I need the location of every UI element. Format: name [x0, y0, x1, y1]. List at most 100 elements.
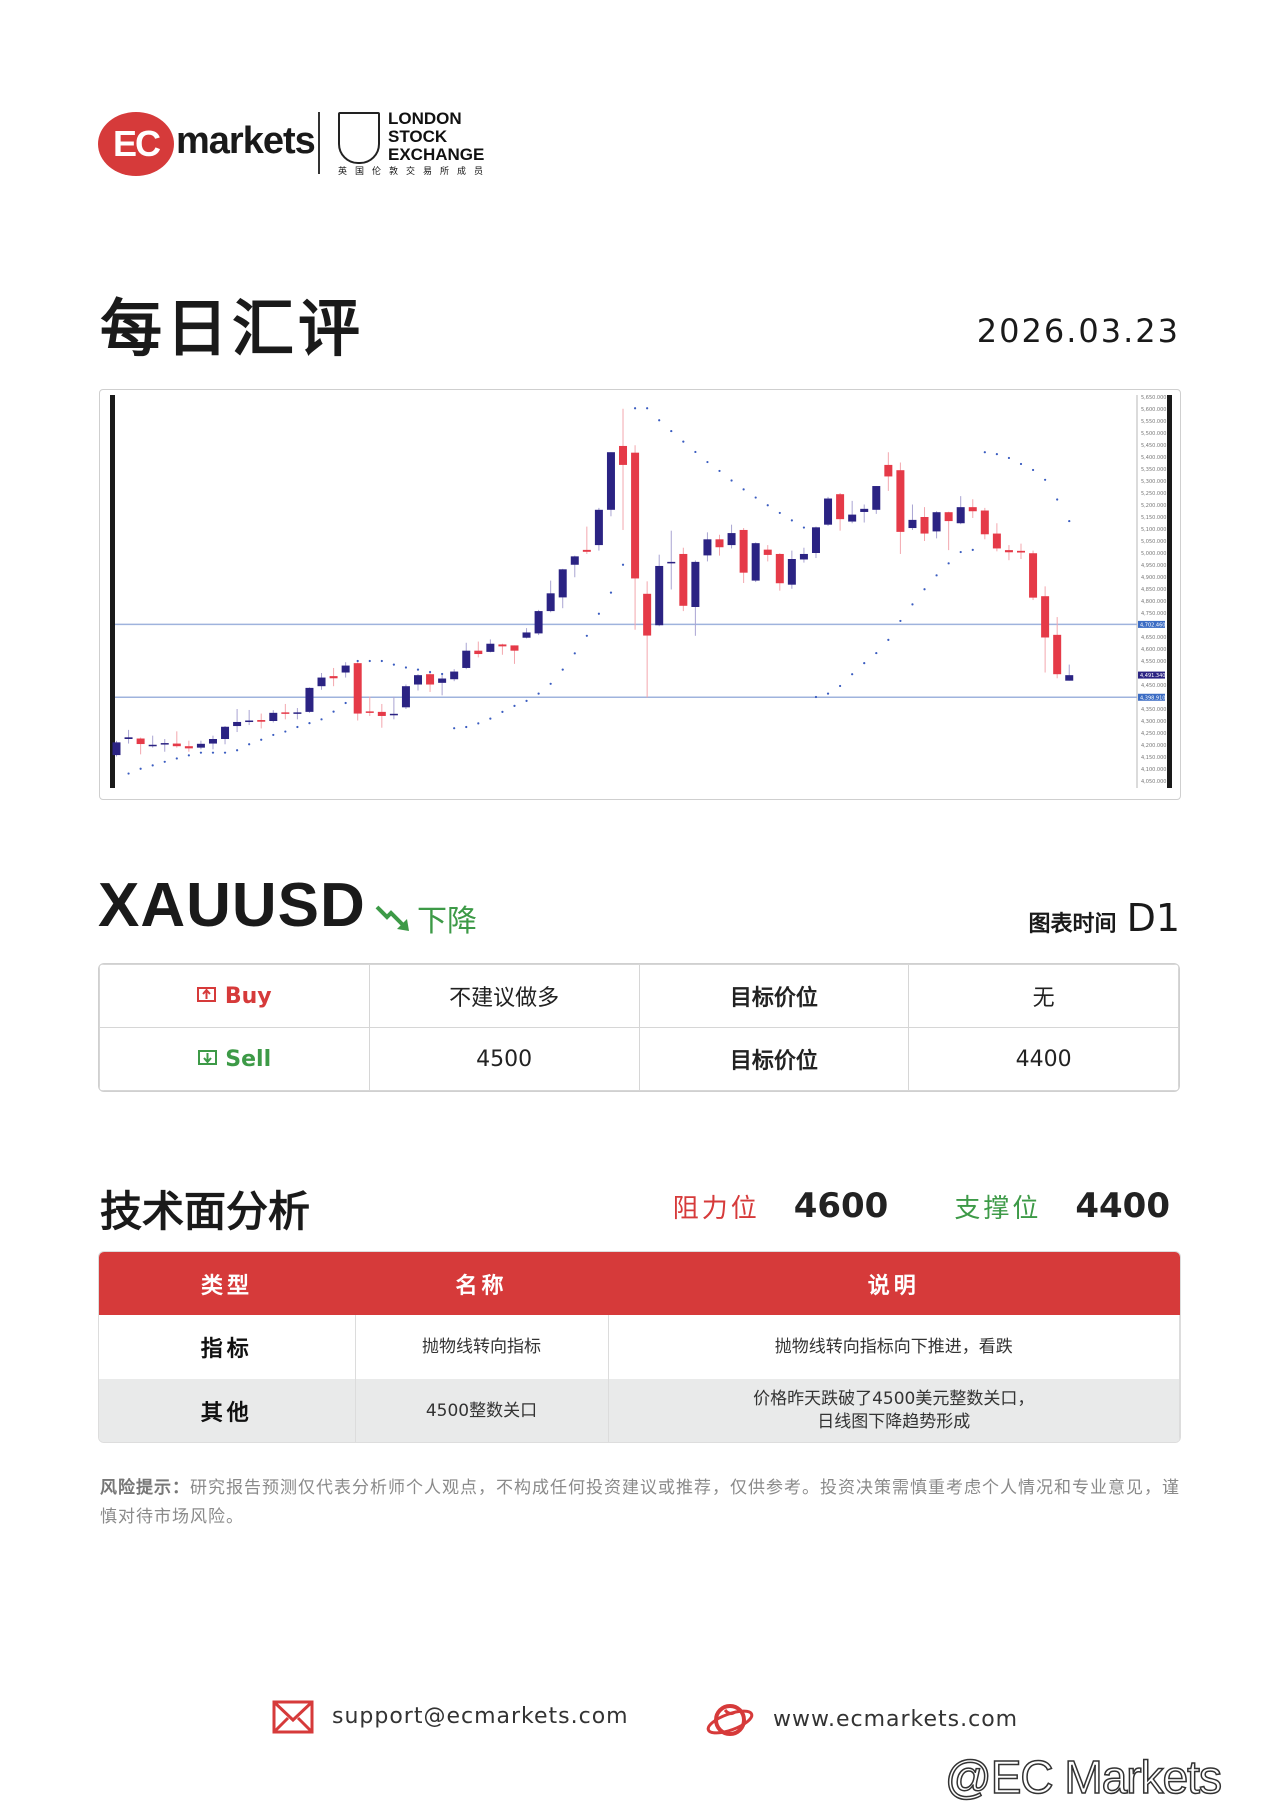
- sar-dot: [272, 733, 275, 737]
- y-tick-label: 4,050.000: [1141, 779, 1166, 785]
- sar-dot: [308, 722, 311, 725]
- lse-member-text: 英国伦敦交易所成员: [338, 167, 492, 177]
- disclaimer-label: 风险提示：: [100, 1478, 190, 1498]
- sar-dot: [416, 668, 420, 671]
- candle-up: [124, 737, 133, 739]
- candle-up: [269, 712, 278, 721]
- section-title: 技术面分析: [100, 1187, 311, 1236]
- sar-dot: [1031, 468, 1035, 472]
- y-tick-label: 5,050.000: [1141, 539, 1166, 545]
- y-tick-label: 4,900.000: [1141, 575, 1166, 581]
- y-tick-label: 5,500.000: [1141, 431, 1166, 437]
- y-tick-label: 4,650.000: [1141, 635, 1166, 641]
- sar-dot: [802, 526, 806, 529]
- candle-up: [462, 650, 471, 668]
- sar-dot: [392, 663, 395, 666]
- table-row: 其他 4500整数关口 价格昨天跌破了4500美元整数关口， 日线图下降趋势形成: [99, 1379, 1180, 1442]
- resistance-label: 阻力位: [672, 1194, 760, 1224]
- candle-up: [317, 677, 326, 687]
- y-tick-label: 5,550.000: [1141, 419, 1166, 425]
- candle-up: [1065, 675, 1074, 681]
- desc-line: 日线图下降趋势形成: [817, 1412, 971, 1432]
- level-price-label: 4,702.460: [1140, 622, 1165, 628]
- sar-dot: [670, 429, 673, 433]
- candle-up: [908, 519, 917, 529]
- sell-entry: 4500: [368, 1027, 640, 1091]
- sar-dot: [899, 619, 902, 623]
- y-tick-label: 5,000.000: [1141, 551, 1166, 557]
- candle-up: [606, 452, 615, 510]
- sar-dot: [971, 548, 974, 551]
- candle-down: [884, 464, 893, 477]
- risk-disclaimer: 风险提示：研究报告预测仅代表分析师个人观点，不构成任何投资建议或推荐，仅供参考。…: [100, 1474, 1185, 1532]
- y-tick-label: 5,250.000: [1141, 491, 1166, 497]
- sar-dot: [368, 659, 371, 663]
- desc-line: 抛物线转向指标向下推进，看跌: [774, 1336, 1013, 1357]
- column-header: 名称: [355, 1252, 608, 1315]
- candle-down: [944, 512, 953, 522]
- column-header: 类型: [99, 1252, 355, 1315]
- sar-dot: [730, 479, 733, 482]
- y-tick-label: 4,600.000: [1141, 647, 1166, 653]
- sar-dot: [284, 730, 287, 733]
- y-tick-label: 4,800.000: [1141, 599, 1166, 605]
- sell-target: 4400: [908, 1027, 1179, 1091]
- candle-up: [727, 533, 736, 546]
- candle-down: [184, 746, 193, 749]
- candle-up: [221, 726, 230, 739]
- sar-dot: [127, 772, 130, 775]
- sar-dot: [320, 718, 323, 721]
- y-tick-label: 4,850.000: [1141, 587, 1166, 593]
- candle-up: [389, 713, 398, 716]
- support-label: 支撑位: [954, 1194, 1042, 1224]
- candle-down: [896, 470, 905, 532]
- sar-dot: [1056, 498, 1059, 501]
- y-tick-label: 4,300.000: [1141, 719, 1166, 725]
- sar-dot: [380, 659, 383, 663]
- candle-up: [751, 543, 760, 581]
- candle-up: [245, 720, 254, 723]
- name-cell: 4500整数关口: [355, 1379, 609, 1442]
- sar-dot: [465, 725, 468, 729]
- y-tick-label: 5,100.000: [1141, 527, 1166, 533]
- timeframe-label: 图表时间: [1028, 912, 1117, 937]
- candle-down: [643, 593, 652, 636]
- sar-dot: [163, 760, 166, 763]
- sar-dot: [404, 666, 408, 669]
- sar-dot: [199, 751, 203, 754]
- website-link[interactable]: www.ecmarkets.com: [773, 1707, 1019, 1732]
- sar-dot: [211, 751, 215, 754]
- sar-dot: [525, 699, 528, 702]
- sar-dot: [633, 407, 637, 410]
- sar-dot: [983, 451, 986, 454]
- sar-dot: [923, 588, 926, 591]
- sar-dot: [356, 659, 359, 663]
- key-levels: 阻力位 4600 支撑位 4400: [673, 1186, 1170, 1226]
- candle-up: [594, 509, 603, 546]
- sar-dot: [754, 496, 757, 499]
- candle-down: [426, 674, 435, 685]
- candle-up: [667, 561, 676, 564]
- sar-dot: [621, 563, 625, 566]
- footer-email[interactable]: support@ecmarkets.com: [272, 1700, 629, 1734]
- sar-dot: [549, 682, 552, 685]
- y-tick-label: 4,250.000: [1141, 731, 1166, 737]
- sar-dot: [706, 460, 709, 464]
- sar-dot: [428, 670, 432, 674]
- footer-website[interactable]: www.ecmarkets.com: [705, 1700, 1018, 1740]
- price-chart: 4,050.000 4,100.000 4,150.000 4,200.000 4,25…: [99, 389, 1181, 800]
- candle-up: [811, 527, 820, 553]
- sar-dot: [187, 754, 190, 757]
- last-price-label: 4,491.340: [1140, 673, 1165, 679]
- right-border-bar: [1167, 395, 1172, 788]
- table-row: Buy 不建议做多 目标价位 无: [99, 964, 1179, 1028]
- email-link[interactable]: support@ecmarkets.com: [332, 1704, 629, 1729]
- sar-dot: [947, 562, 950, 565]
- trade-table: Buy 不建议做多 目标价位 无 Sell 4500 目标价位 4400: [98, 963, 1180, 1092]
- target-label: 目标价位: [638, 1027, 910, 1091]
- candle-up: [522, 632, 531, 638]
- sar-dot: [489, 717, 492, 720]
- candle-up: [872, 486, 881, 510]
- sar-dot: [585, 634, 588, 637]
- sar-dot: [573, 652, 576, 655]
